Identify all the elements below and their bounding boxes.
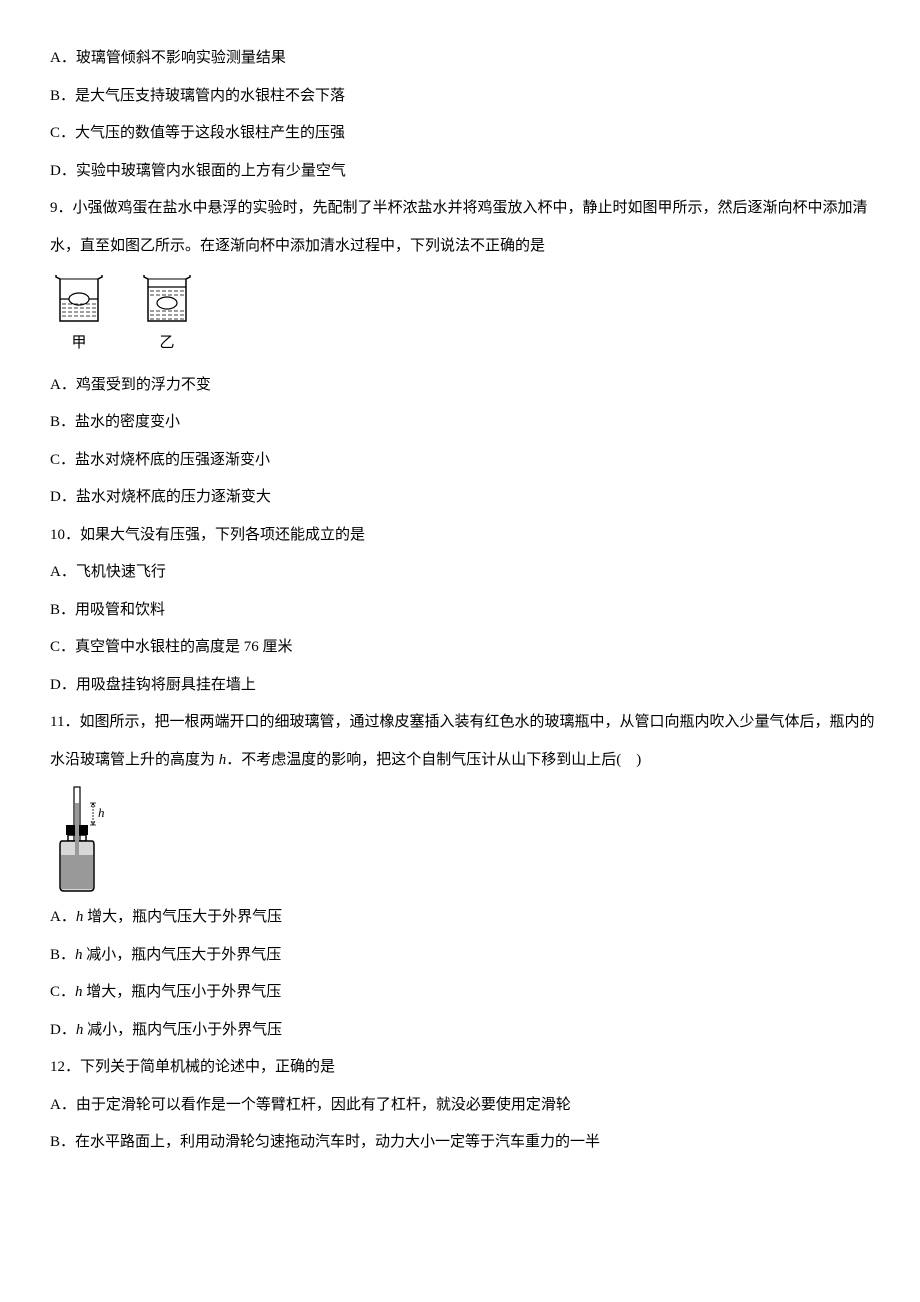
q11-d-text: 减小，瓶内气压小于外界气压 [83,1022,282,1038]
q11-a-text: 增大，瓶内气压大于外界气压 [83,909,282,925]
q8-option-a: A．玻璃管倾斜不影响实验测量结果 [50,40,880,78]
q9-option-a: A．鸡蛋受到的浮力不变 [50,367,880,405]
q11-option-d: D．h 减小，瓶内气压小于外界气压 [50,1012,880,1050]
q8-option-b: B．是大气压支持玻璃管内的水银柱不会下落 [50,78,880,116]
q8-option-c: C．大气压的数值等于这段水银柱产生的压强 [50,115,880,153]
q12-option-b: B．在水平路面上，利用动滑轮匀速拖动汽车时，动力大小一定等于汽车重力的一半 [50,1124,880,1162]
q11-b-text: 减小，瓶内气压大于外界气压 [83,947,282,963]
q9-option-c: C．盐水对烧杯底的压强逐渐变小 [50,442,880,480]
q9-option-b: B．盐水的密度变小 [50,404,880,442]
q12-stem: 12．下列关于简单机械的论述中，正确的是 [50,1049,880,1087]
q9-figure: 甲 乙 [50,273,880,363]
q11-c-prefix: C． [50,984,75,1000]
q11-b-prefix: B． [50,947,75,963]
q9-beaker-jia: 甲 [50,273,108,363]
barometer-bottle-icon: h [50,785,120,895]
q11-a-prefix: A． [50,909,76,925]
q9-label-yi: 乙 [159,325,174,363]
q11-option-a: A．h 增大，瓶内气压大于外界气压 [50,899,880,937]
q10-stem: 10．如果大气没有压强，下列各项还能成立的是 [50,517,880,555]
q11-fig-h-label: h [98,805,105,820]
beaker-jia-icon [50,273,108,323]
beaker-yi-icon [138,273,196,323]
q11-stem-part2: ．不考虑温度的影响，把这个自制气压计从山下移到山上后( ) [226,752,641,768]
q11-option-c: C．h 增大，瓶内气压小于外界气压 [50,974,880,1012]
q11-option-b: B．h 减小，瓶内气压大于外界气压 [50,937,880,975]
q11-c-text: 增大，瓶内气压小于外界气压 [83,984,282,1000]
q11-c-h: h [75,984,83,1000]
q11-d-prefix: D． [50,1022,76,1038]
q10-option-a: A．飞机快速飞行 [50,554,880,592]
q11-b-h: h [75,947,83,963]
q9-beaker-yi: 乙 [138,273,196,363]
q9-stem: 9．小强做鸡蛋在盐水中悬浮的实验时，先配制了半杯浓盐水并将鸡蛋放入杯中，静止时如… [50,190,880,265]
q10-option-b: B．用吸管和饮料 [50,592,880,630]
q10-option-d: D．用吸盘挂钩将厨具挂在墙上 [50,667,880,705]
q11-figure: h [50,785,120,895]
q12-option-a: A．由于定滑轮可以看作是一个等臂杠杆，因此有了杠杆，就没必要使用定滑轮 [50,1087,880,1125]
q9-label-jia: 甲 [71,325,86,363]
q11-stem: 11．如图所示，把一根两端开口的细玻璃管，通过橡皮塞插入装有红色水的玻璃瓶中，从… [50,704,880,779]
q8-option-d: D．实验中玻璃管内水银面的上方有少量空气 [50,153,880,191]
q9-option-d: D．盐水对烧杯底的压力逐渐变大 [50,479,880,517]
q10-option-c: C．真空管中水银柱的高度是 76 厘米 [50,629,880,667]
